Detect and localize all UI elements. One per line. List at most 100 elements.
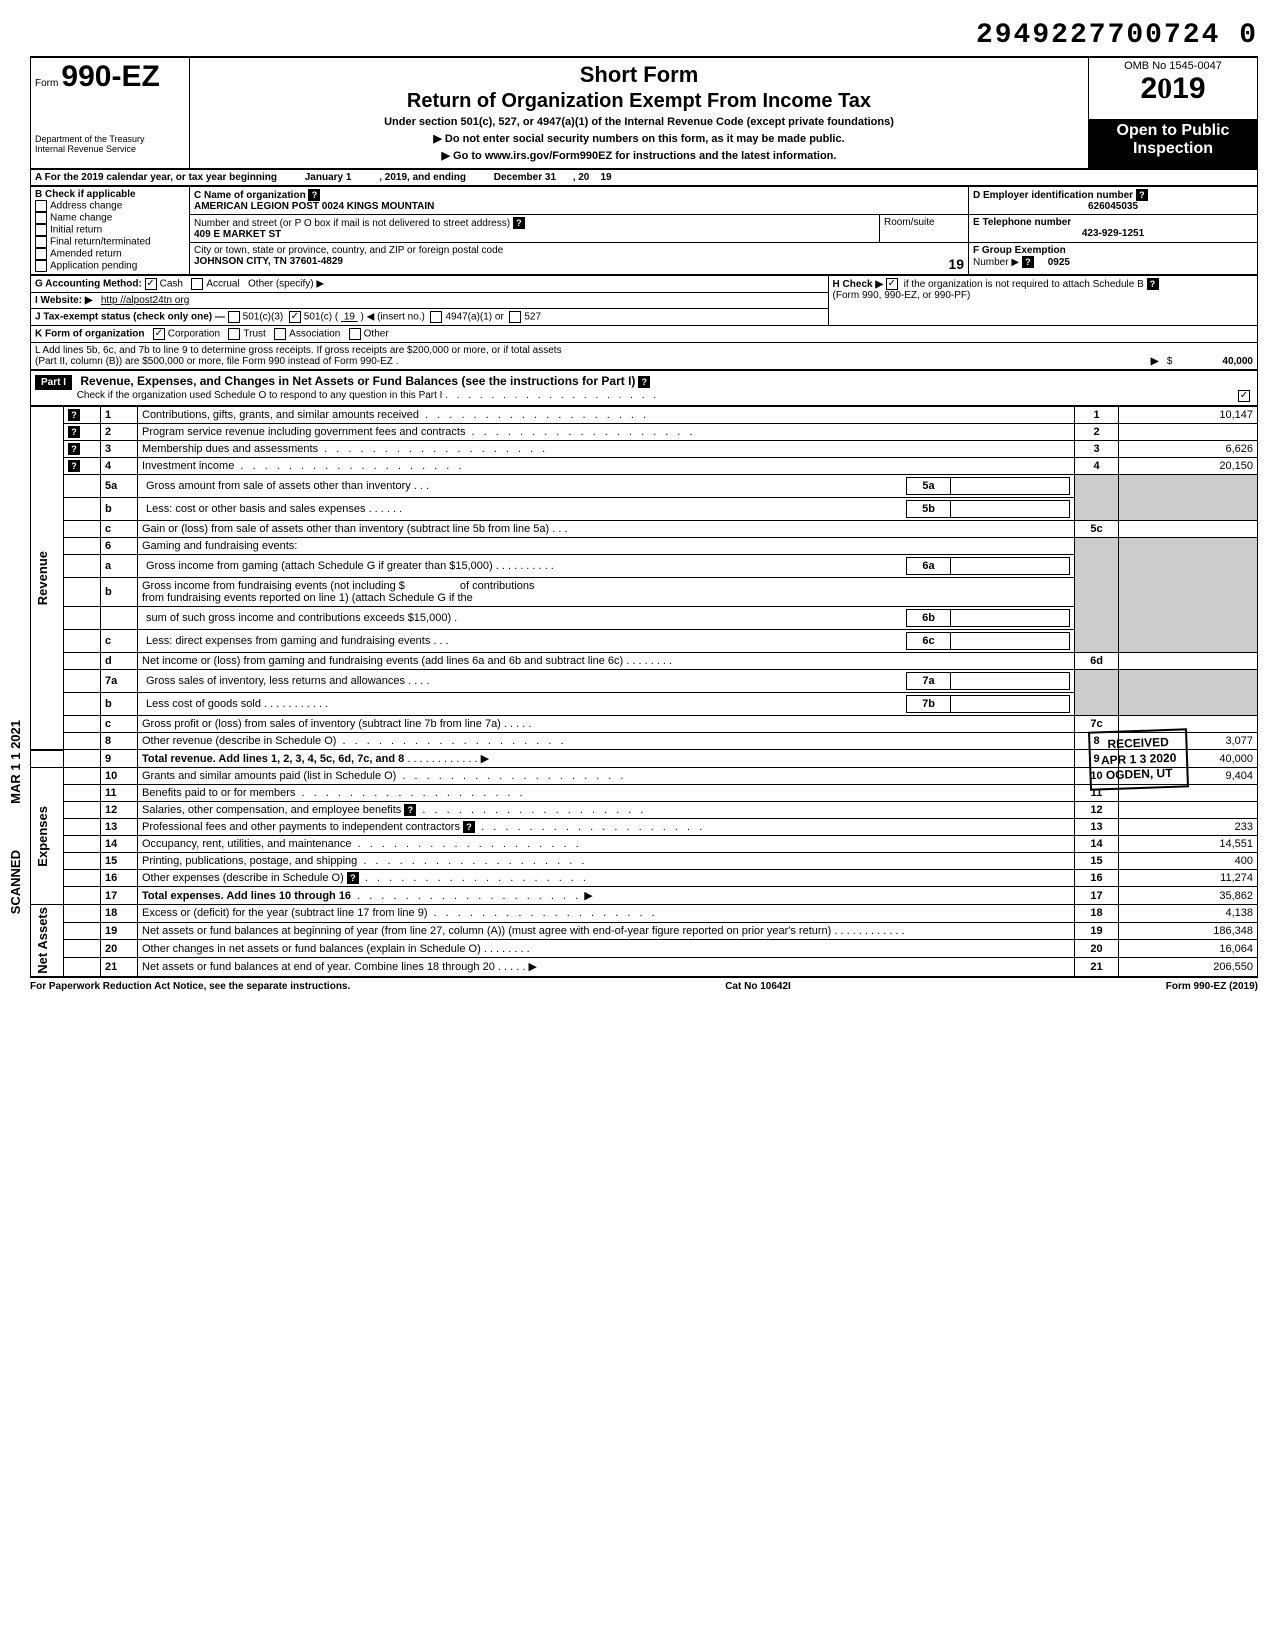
cb-app-pending[interactable]	[35, 260, 47, 272]
k-assoc: Association	[289, 329, 340, 340]
ln-7a: 7a	[101, 670, 138, 693]
ld-12: Salaries, other compensation, and employ…	[142, 804, 401, 816]
form-number: 990-EZ	[61, 60, 159, 93]
ln-7b: b	[101, 693, 138, 716]
cb-final-return[interactable]	[35, 236, 47, 248]
section-f-num-label: Number ▶	[973, 257, 1019, 268]
lb-3: 3	[1075, 441, 1119, 458]
cb-527[interactable]	[509, 311, 521, 323]
ln-6: 6	[101, 538, 138, 555]
ld-6a: Gross income from gaming (attach Schedul…	[146, 560, 493, 572]
line-l-dollar: $	[1167, 356, 1173, 367]
ln-3: 3	[101, 441, 138, 458]
help-icon[interactable]: ?	[1147, 278, 1159, 290]
line-h-rest: if the organization is not required to a…	[904, 279, 1144, 290]
line-l-text1: L Add lines 5b, 6c, and 7b to line 9 to …	[35, 345, 562, 356]
cb-cash[interactable]	[145, 278, 157, 290]
lb-2: 2	[1075, 424, 1119, 441]
ln-11: 11	[101, 785, 138, 802]
part1-check-text: Check if the organization used Schedule …	[77, 390, 443, 401]
help-icon[interactable]: ?	[68, 426, 80, 438]
dept-treasury: Department of the Treasury	[35, 134, 185, 144]
cb-schedule-b[interactable]	[886, 278, 898, 290]
j-527: 527	[524, 312, 541, 323]
cb-trust[interactable]	[228, 328, 240, 340]
help-icon[interactable]: ?	[1136, 189, 1148, 201]
line-h-sub: (Form 990, 990-EZ, or 990-PF)	[833, 290, 971, 301]
footer-right: Form 990-EZ (2019)	[1166, 981, 1258, 992]
line-l-text2: (Part II, column (B)) are $500,000 or mo…	[35, 356, 398, 367]
ln-6d: d	[101, 653, 138, 670]
help-icon[interactable]: ?	[68, 409, 80, 421]
line-j-label: J Tax-exempt status (check only one) —	[35, 312, 225, 323]
ld-8: Other revenue (describe in Schedule O)	[142, 735, 336, 747]
ld-6d: Net income or (loss) from gaming and fun…	[142, 655, 623, 667]
group-exemption-value: 0925	[1048, 257, 1070, 268]
stamp-l3: OGDEN, UT	[1101, 766, 1177, 784]
ld-5b: Less: cost or other basis and sales expe…	[146, 503, 366, 515]
cb-4947[interactable]	[430, 311, 442, 323]
page-footer: For Paperwork Reduction Act Notice, see …	[30, 977, 1258, 992]
lb-16: 16	[1075, 870, 1119, 887]
ln-16: 16	[101, 870, 138, 887]
lb-13: 13	[1075, 819, 1119, 836]
help-icon[interactable]: ?	[68, 443, 80, 455]
help-icon[interactable]: ?	[463, 821, 475, 833]
instr-web: ▶ Go to www.irs.gov/Form990EZ for instru…	[194, 149, 1084, 162]
help-icon[interactable]: ?	[68, 460, 80, 472]
help-icon[interactable]: ?	[308, 189, 320, 201]
cb-501c[interactable]	[289, 311, 301, 323]
help-icon[interactable]: ?	[513, 217, 525, 229]
ld-7b: Less cost of goods sold	[146, 698, 261, 710]
netassets-side-label: Net Assets	[35, 907, 55, 974]
cb-501c3[interactable]	[228, 311, 240, 323]
cb-label-3: Final return/terminated	[50, 237, 151, 248]
lv-2	[1119, 424, 1258, 441]
ld-19: Net assets or fund balances at beginning…	[142, 925, 831, 937]
part1-label: Part I	[35, 375, 72, 390]
under-section: Under section 501(c), 527, or 4947(a)(1)…	[194, 116, 1084, 128]
help-icon[interactable]: ?	[347, 872, 359, 884]
lb-20: 20	[1075, 940, 1119, 958]
cb-schedule-o[interactable]	[1238, 390, 1250, 402]
cb-corp[interactable]	[153, 328, 165, 340]
help-icon[interactable]: ?	[404, 804, 416, 816]
mb-5a: 5a	[907, 478, 951, 495]
lb-12: 12	[1075, 802, 1119, 819]
cb-accrual[interactable]	[191, 278, 203, 290]
lv-4: 20,150	[1119, 458, 1258, 475]
line-h-label: H Check ▶	[833, 279, 883, 290]
help-icon[interactable]: ?	[1022, 256, 1034, 268]
cb-address-change[interactable]	[35, 200, 47, 212]
lb-19: 19	[1075, 922, 1119, 940]
ln-7c: c	[101, 716, 138, 733]
line-l-value: 40,000	[1222, 356, 1253, 367]
cb-name-change[interactable]	[35, 212, 47, 224]
tax-year: 20201919	[1093, 72, 1253, 106]
city-value: JOHNSON CITY, TN 37601-4829	[194, 256, 343, 267]
ld-17: Total expenses. Add lines 10 through 16	[142, 890, 351, 902]
j-c: 501(c) (	[304, 312, 338, 323]
ln-8: 8	[101, 733, 138, 750]
lv-20: 16,064	[1119, 940, 1258, 958]
help-icon[interactable]: ?	[638, 376, 650, 388]
cb-other-org[interactable]	[349, 328, 361, 340]
cb-initial-return[interactable]	[35, 224, 47, 236]
section-f-label: F Group Exemption	[973, 245, 1066, 256]
ld-15: Printing, publications, postage, and shi…	[142, 855, 357, 867]
cb-assoc[interactable]	[274, 328, 286, 340]
line-a-mid2: , 2019, and ending	[379, 172, 466, 183]
cb-amended[interactable]	[35, 248, 47, 260]
ln-2: 2	[101, 424, 138, 441]
ln-5a: 5a	[101, 475, 138, 498]
j-ctail: ) ◀ (insert no.)	[361, 312, 425, 323]
phone-value: 423-929-1251	[973, 228, 1253, 239]
org-name: AMERICAN LEGION POST 0024 KINGS MOUNTAIN	[194, 201, 434, 212]
k-corp: Corporation	[168, 329, 220, 340]
lv-16: 11,274	[1119, 870, 1258, 887]
street-value: 409 E MARKET ST	[194, 229, 281, 240]
line-a-end2: , 20	[573, 172, 590, 183]
form-prefix: Form	[35, 78, 58, 89]
lv-6d	[1119, 653, 1258, 670]
website-value: http //alpost24tn org	[101, 295, 189, 306]
